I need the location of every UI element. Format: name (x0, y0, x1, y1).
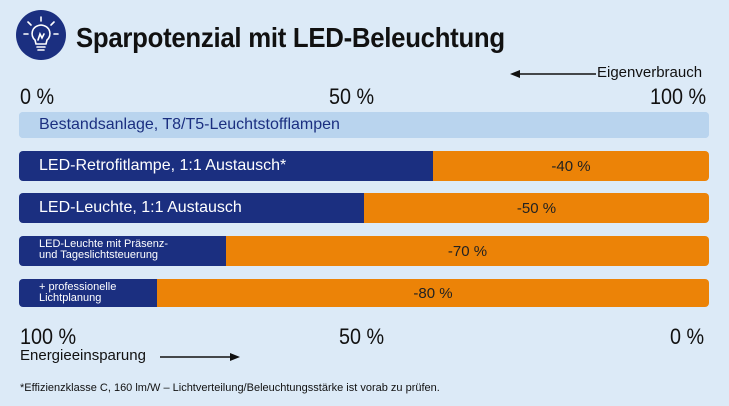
bar-segment-consumption (19, 193, 364, 223)
bar-row-2: LED-Leuchte, 1:1 Austausch -50 % (19, 193, 709, 223)
bar-row-3: LED-Leuchte mit Präsenz-und Tageslichtst… (19, 236, 709, 266)
bottom-tick-2: 0 % (670, 324, 705, 349)
bar-label-line: und Tageslichtsteuerung (39, 249, 159, 261)
bar-row-0: Bestandsanlage, T8/T5-Leuchtstofflampen (19, 112, 709, 138)
top-axis-caption: Eigenverbrauch (597, 64, 703, 81)
bar-segment-savings (433, 151, 709, 181)
bar-label-line: Lichtplanung (39, 292, 102, 304)
bar-segment-savings (157, 279, 709, 307)
bar-label: LED-Leuchte mit Präsenz-und Tageslichtst… (39, 239, 168, 261)
bar-segment-consumption (19, 236, 226, 266)
savings-label: -50 % (516, 199, 557, 217)
bar-segment-savings (226, 236, 709, 266)
savings-label: -70 % (447, 242, 488, 260)
chart-title: Sparpotenzial mit LED-Beleuchtung (76, 22, 505, 53)
bar-row-4: + professionelle Lichtplanung -80 % (19, 279, 709, 307)
savings-label: -40 % (551, 157, 591, 175)
bar-row-1: LED-Retrofitlampe, 1:1 Austausch* -40 % (19, 151, 709, 181)
top-tick-0: 0 % (20, 84, 55, 109)
lightbulb-icon (16, 10, 66, 60)
top-tick-2: 100 % (650, 84, 707, 109)
bar-segment-savings (364, 193, 709, 223)
bar-label: LED-Leuchte, 1:1 Austausch (39, 199, 242, 216)
bar-label: + professionelle Lichtplanung (39, 282, 116, 304)
bottom-tick-1: 50 % (339, 324, 385, 349)
bar-label-line: LED-Leuchte mit Präsenz- (39, 238, 168, 250)
top-tick-1: 50 % (329, 84, 375, 109)
bar-label: LED-Retrofitlampe, 1:1 Austausch* (39, 157, 287, 174)
bottom-tick-0: 100 % (20, 324, 77, 349)
bar-segment-consumption (19, 151, 433, 181)
bar-label-line: + professionelle (39, 281, 117, 293)
footnote: *Effizienzklasse C, 160 lm/W – Lichtvert… (20, 382, 440, 394)
bar-segment-reference (19, 112, 709, 138)
bar-label: Bestandsanlage, T8/T5-Leuchtstofflampen (39, 116, 340, 133)
bar-segment-consumption (19, 279, 157, 307)
bottom-axis-caption: Energieeinsparung (20, 347, 146, 364)
savings-label: -80 % (413, 284, 453, 302)
